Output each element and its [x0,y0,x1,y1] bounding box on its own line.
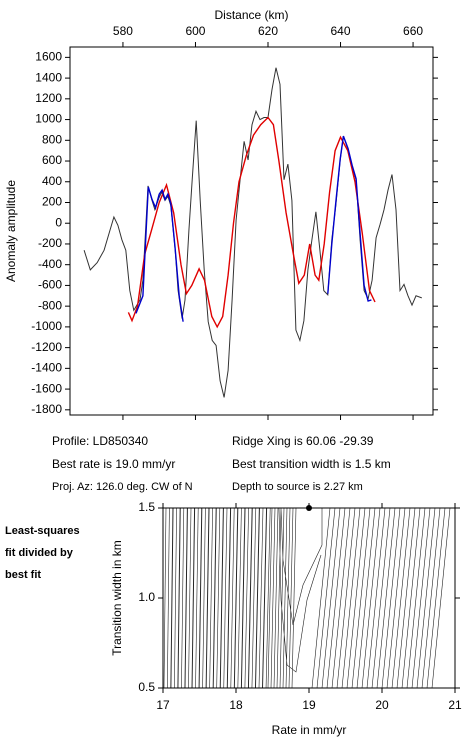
contour [163,507,451,689]
y-tick-label: -1000 [31,319,62,333]
panel-note: fit divided by [5,547,74,559]
x-tick-label: 21 [448,698,462,712]
y-tick-label: -1800 [31,402,62,416]
y-tick-label: 0.5 [138,680,155,694]
y-tick-label: -200 [38,236,62,250]
x-tick-label: 20 [375,698,389,712]
panel-note: best fit [5,569,41,581]
y-axis-label: Anomaly amplitude [4,180,18,282]
y-tick-label: -800 [38,298,62,312]
y-tick-label: 1.0 [138,590,155,604]
y-axis-label: Transition width in km [110,540,124,656]
info-text: Profile: LD850340 [52,434,148,448]
y-tick-label: -400 [38,257,62,271]
y-tick-label: -1200 [31,340,62,354]
y-tick-label: 1.5 [138,500,155,514]
x-axis-label: Rate in mm/yr [272,723,347,737]
x-tick-label: 18 [229,698,243,712]
y-tick-label: 600 [42,153,62,167]
data-line [83,67,422,398]
info-text: Best rate is 19.0 mm/yr [52,457,175,471]
y-tick-label: 1600 [35,50,62,64]
x-tick-label: 620 [258,24,278,38]
y-tick-label: 1200 [35,91,62,105]
x-tick-label: 660 [403,24,423,38]
info-text: Proj. Az: 126.0 deg. CW of N [52,481,193,493]
y-tick-label: -600 [38,278,62,292]
x-tick-label: 17 [156,698,170,712]
x-tick-label: 580 [113,24,133,38]
panel-note: Least-squares [5,525,80,537]
y-tick-label: 800 [42,132,62,146]
info-text: Depth to source is 2.27 km [232,481,363,493]
y-tick-label: 1400 [35,70,62,84]
x-tick-label: 19 [302,698,316,712]
plot-frame [69,46,434,416]
y-tick-label: -1400 [31,361,62,375]
info-text: Ridge Xing is 60.06 -29.39 [232,434,374,448]
data-line [135,135,372,322]
y-tick-label: 1000 [35,112,62,126]
info-text: Best transition width is 1.5 km [232,457,391,471]
x-tick-label: 640 [331,24,351,38]
y-tick-label: -1600 [31,381,62,395]
data-point [306,505,312,511]
x-axis-label: Distance (km) [214,8,288,22]
y-tick-label: 400 [42,174,62,188]
contour-lines [163,507,451,689]
y-tick-label: 200 [42,195,62,209]
data-line [127,116,376,329]
x-tick-label: 600 [185,24,205,38]
y-tick-label: 0 [55,215,62,229]
